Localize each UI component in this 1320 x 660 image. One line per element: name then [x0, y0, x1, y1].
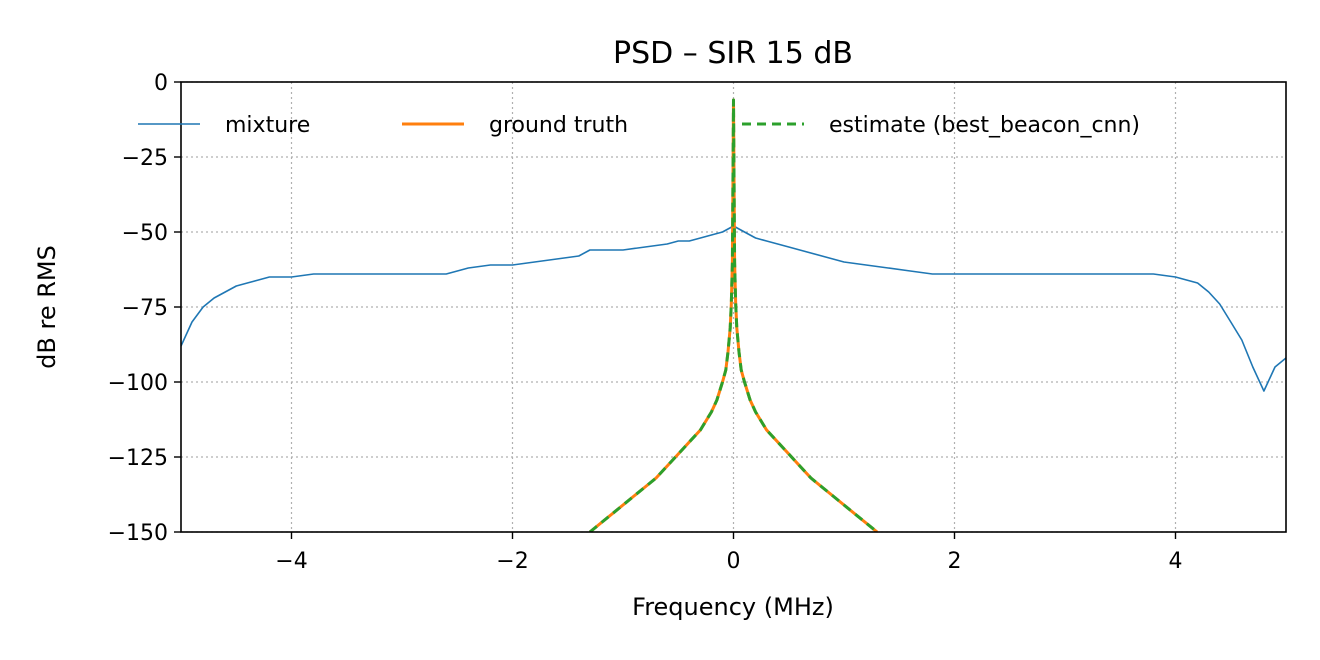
- series-lines: [181, 98, 1286, 532]
- y-tick-label: −125: [108, 446, 168, 471]
- series-line-2: [588, 98, 879, 532]
- x-tick-label: 4: [1169, 549, 1183, 574]
- legend-label-2: estimate (best_beacon_cnn): [829, 113, 1140, 138]
- legend-label-0: mixture: [225, 113, 310, 138]
- series-line-0: [181, 225, 1286, 392]
- y-tick-label: 0: [154, 71, 168, 96]
- x-tick-label: −2: [496, 549, 528, 574]
- legend: mixture ground truth estimate (best_beacon…: [138, 113, 1140, 138]
- y-tick-label: −25: [122, 146, 168, 171]
- chart-title: PSD – SIR 15 dB: [613, 36, 853, 71]
- y-tick-label: −75: [122, 296, 168, 321]
- y-axis-ticks: 0 −25 −50 −75 −100 −125 −150: [108, 71, 181, 546]
- legend-label-1: ground truth: [489, 113, 628, 138]
- y-tick-label: −150: [108, 521, 168, 546]
- y-tick-label: −50: [122, 221, 168, 246]
- x-axis-label: Frequency (MHz): [632, 593, 834, 621]
- x-tick-label: 2: [948, 549, 962, 574]
- y-axis-label: dB re RMS: [33, 245, 61, 369]
- x-tick-label: 0: [727, 549, 741, 574]
- x-axis-ticks: −4 −2 0 2 4: [275, 532, 1183, 574]
- y-tick-label: −100: [108, 371, 168, 396]
- x-tick-label: −4: [275, 549, 307, 574]
